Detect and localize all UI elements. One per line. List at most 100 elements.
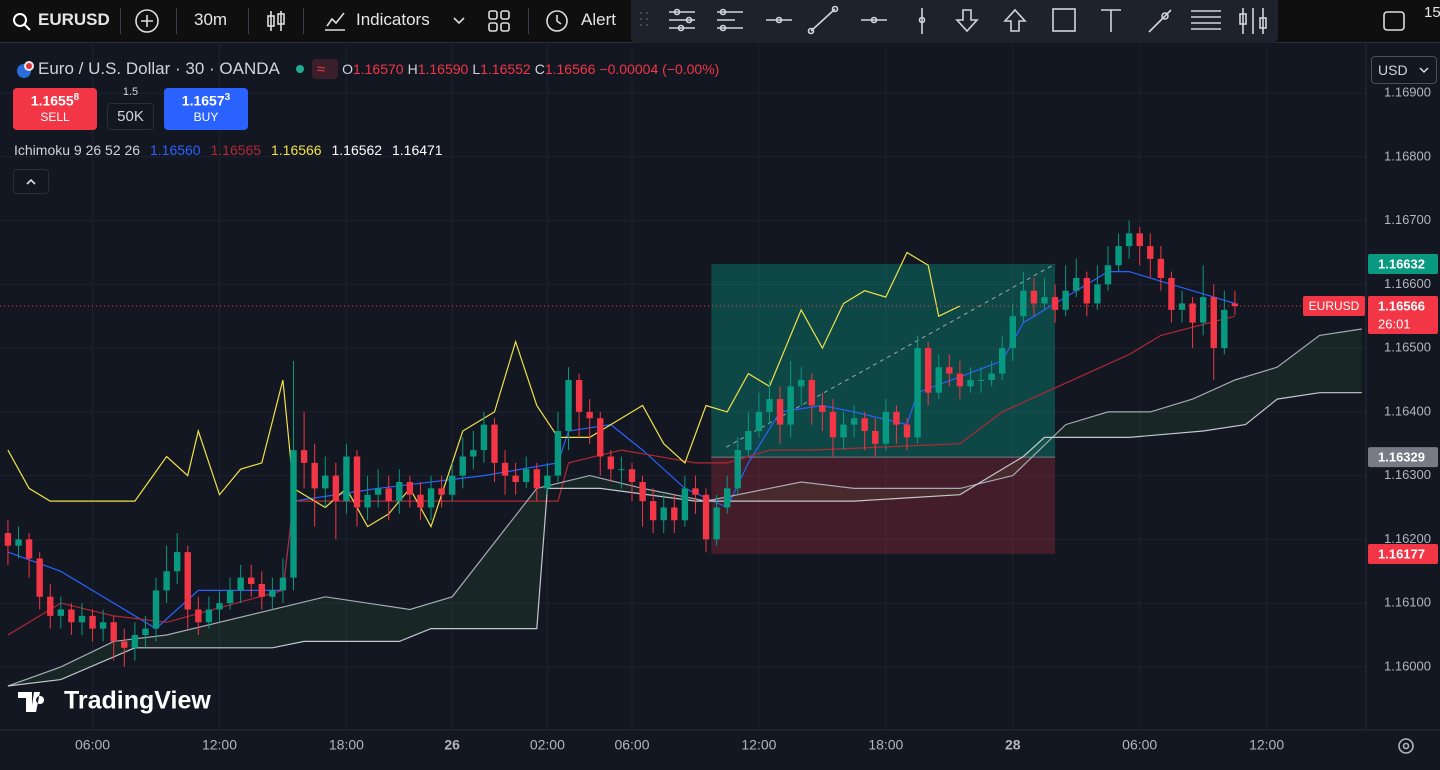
candle-body: [850, 418, 858, 425]
alert-button[interactable]: Alert: [581, 10, 616, 29]
indicator-value: 1.16471: [391, 142, 443, 158]
candle-body: [163, 571, 170, 591]
sell-button[interactable]: 1.16558 SELL: [13, 88, 97, 130]
indicator-name: Ichimoku 9 26 52 26: [14, 142, 141, 158]
candle-body: [1210, 297, 1217, 349]
alert-icon[interactable]: [545, 8, 571, 34]
brand-logo: [18, 692, 45, 712]
fullscreen-icon[interactable]: [1382, 9, 1406, 33]
candle-body: [1094, 284, 1101, 304]
x-tick-label: 06:00: [1122, 737, 1157, 753]
chart-type-icon[interactable]: [264, 8, 288, 34]
symbol-tag: EURUSD: [1309, 299, 1360, 313]
candle-body: [1157, 258, 1165, 278]
candle-body: [1199, 297, 1207, 323]
candle-body: [131, 635, 139, 648]
candle-body: [25, 539, 33, 559]
entry-label-box: [1368, 447, 1438, 468]
current-price-label: 1.16566: [1378, 298, 1425, 313]
layout-icon[interactable]: [487, 9, 511, 33]
candle-body: [1104, 265, 1112, 285]
x-tick-label: 18:00: [868, 737, 903, 753]
buy-price: 1.1657: [181, 92, 225, 109]
y-tick-label: 1.16100: [1384, 595, 1431, 610]
candle-body: [248, 577, 255, 585]
candle-body: [893, 411, 900, 425]
candle-body: [269, 590, 276, 597]
symbol-title: Euro / U.S. Dollar · 30 · OANDA: [38, 59, 280, 78]
candle-body: [448, 475, 456, 495]
candle-body: [681, 488, 689, 521]
x-tick-label: 06:00: [614, 737, 649, 753]
candle-body: [872, 430, 879, 444]
candle-body: [121, 641, 128, 648]
candle-body: [89, 615, 96, 629]
top-toolbar: EURUSD 30m Indicators Alert: [0, 0, 1440, 43]
candle-body: [935, 367, 942, 393]
candle-body: [15, 539, 22, 546]
status: [295, 59, 338, 79]
candle-body: [258, 584, 265, 597]
y-tick-label: 1.16400: [1384, 403, 1431, 418]
collapse-button[interactable]: [13, 169, 49, 194]
candle-body: [1062, 290, 1069, 310]
candle-body: [417, 494, 424, 508]
ohlc-values: O 1.16570 H 1.16590 L 1.16552 C 1.16566: [338, 61, 595, 77]
candle-body: [956, 373, 964, 387]
interval[interactable]: 30m: [194, 10, 228, 29]
trade-path: [726, 263, 1056, 448]
candle-body: [36, 558, 43, 597]
buy-button[interactable]: 1.16573 BUY: [164, 88, 248, 130]
candle-body: [142, 628, 149, 636]
indicator-value: 1.16560: [149, 142, 201, 158]
candle-body: [501, 462, 509, 476]
candle-body: [607, 456, 615, 470]
candle-body: [734, 450, 741, 489]
candle-body: [1030, 290, 1038, 304]
settings-icon[interactable]: [1398, 738, 1414, 754]
candle-body: [237, 577, 244, 591]
candle-body: [1221, 309, 1228, 349]
indicator-legend: Ichimoku 9 26 52 26 1.16560 1.16565 1.16…: [14, 142, 449, 158]
candle-body: [1125, 233, 1133, 247]
indicator-line: [7, 251, 961, 529]
candle-body: [628, 469, 636, 482]
candle-body: [311, 462, 318, 489]
indicators-button[interactable]: Indicators: [356, 10, 430, 29]
candle-body: [353, 456, 361, 508]
currency-select[interactable]: USD: [1371, 56, 1437, 84]
indicator-value: 1.16562: [331, 142, 383, 158]
separator: [528, 8, 529, 34]
candle-body: [702, 494, 710, 540]
candle-body: [639, 481, 646, 502]
candle-body: [523, 469, 530, 482]
candle-body: [618, 469, 625, 471]
sell-label: SELL: [40, 109, 70, 124]
x-tick-label: 26: [444, 737, 460, 753]
symbol[interactable]: EURUSD: [38, 10, 110, 29]
x-tick-label: 06:00: [75, 737, 110, 753]
quantity[interactable]: 50K: [107, 103, 154, 130]
candle-body: [660, 507, 667, 521]
y-tick-label: 1.16600: [1384, 276, 1431, 291]
y-tick-label: 1.16300: [1384, 467, 1431, 482]
y-tick-label: 1.16200: [1384, 531, 1431, 546]
candle-body: [343, 456, 350, 502]
compare-icon[interactable]: [134, 8, 160, 34]
candle-body: [946, 367, 953, 374]
candle-body: [649, 501, 657, 521]
candle-body: [1147, 246, 1154, 259]
target-label-box: [1368, 253, 1438, 274]
change: −0.00004 (−0.00%): [599, 61, 720, 77]
candle-body: [4, 532, 12, 546]
candle-body: [988, 373, 995, 380]
dropdown-icon[interactable]: [452, 14, 466, 28]
indicators-icon[interactable]: [322, 8, 348, 34]
buy-pip: 3: [224, 92, 231, 103]
candle-body: [438, 488, 445, 495]
search-icon[interactable]: [12, 12, 32, 32]
candle-body: [184, 552, 191, 610]
candle-body: [533, 469, 540, 489]
candle-body: [1051, 297, 1059, 310]
